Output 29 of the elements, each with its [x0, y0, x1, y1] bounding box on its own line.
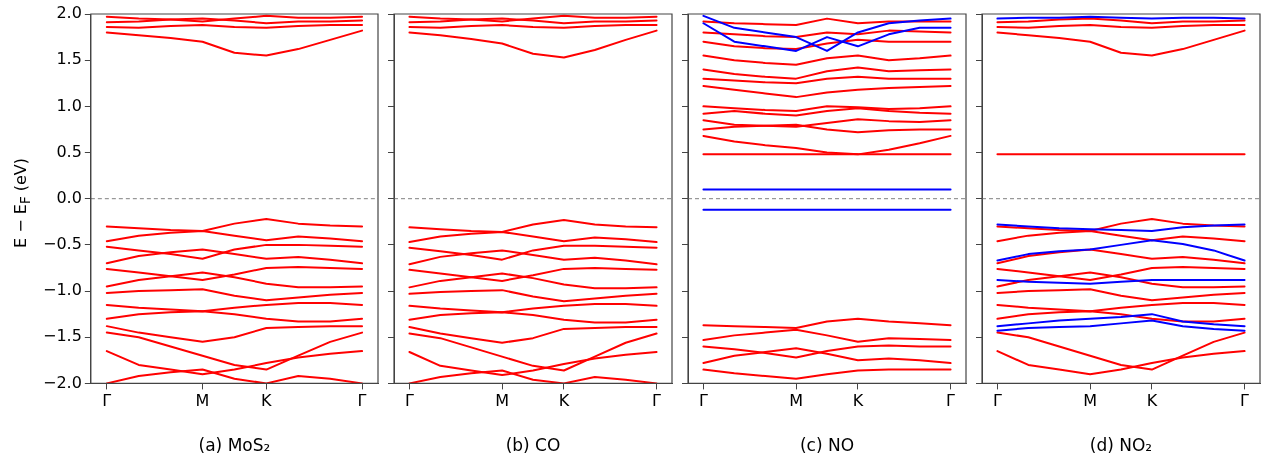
- y-tick-label: −1.0: [42, 280, 82, 300]
- x-tick-label: Γ: [698, 391, 708, 411]
- x-tick-label: K: [261, 391, 273, 411]
- x-tick-label: M: [495, 391, 510, 411]
- y-tick-label: −1.5: [42, 326, 82, 346]
- x-tick-label: M: [789, 391, 804, 411]
- y-tick-label: −0.5: [42, 234, 82, 254]
- y-tick-label: 1.0: [56, 95, 82, 115]
- y-tick-label: −2.0: [42, 372, 82, 392]
- x-axis-title: (d) NO₂: [1089, 435, 1153, 456]
- x-tick-label: Γ: [992, 391, 1002, 411]
- y-tick-label: 0.0: [56, 187, 82, 207]
- x-tick-label: Γ: [652, 391, 662, 411]
- x-tick-label: Γ: [102, 391, 112, 411]
- y-tick-label: 0.5: [56, 141, 82, 161]
- x-tick-label: Γ: [404, 391, 414, 411]
- x-tick-label: Γ: [1240, 391, 1250, 411]
- x-tick-label: M: [1083, 391, 1098, 411]
- y-tick-label: 1.5: [56, 49, 82, 69]
- x-tick-label: K: [1146, 391, 1158, 411]
- x-tick-label: Γ: [357, 391, 367, 411]
- x-axis-title: (c) NO: [799, 435, 855, 456]
- x-axis-title: (b) CO: [505, 435, 561, 456]
- x-tick-label: K: [558, 391, 570, 411]
- x-tick-label: Γ: [946, 391, 956, 411]
- y-tick-label: 2.0: [56, 3, 82, 23]
- x-tick-label: M: [195, 391, 210, 411]
- x-tick-label: K: [852, 391, 864, 411]
- x-axis-title: (a) MoS₂: [198, 435, 271, 456]
